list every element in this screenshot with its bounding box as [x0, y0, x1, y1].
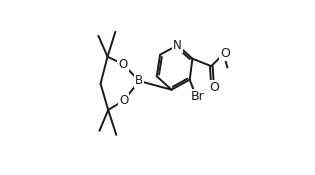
Text: O: O: [220, 47, 230, 60]
Text: O: O: [119, 94, 128, 107]
Text: N: N: [173, 39, 182, 52]
Text: Br: Br: [191, 90, 205, 103]
Text: O: O: [209, 80, 219, 93]
Text: O: O: [118, 58, 128, 71]
Text: B: B: [135, 75, 143, 88]
